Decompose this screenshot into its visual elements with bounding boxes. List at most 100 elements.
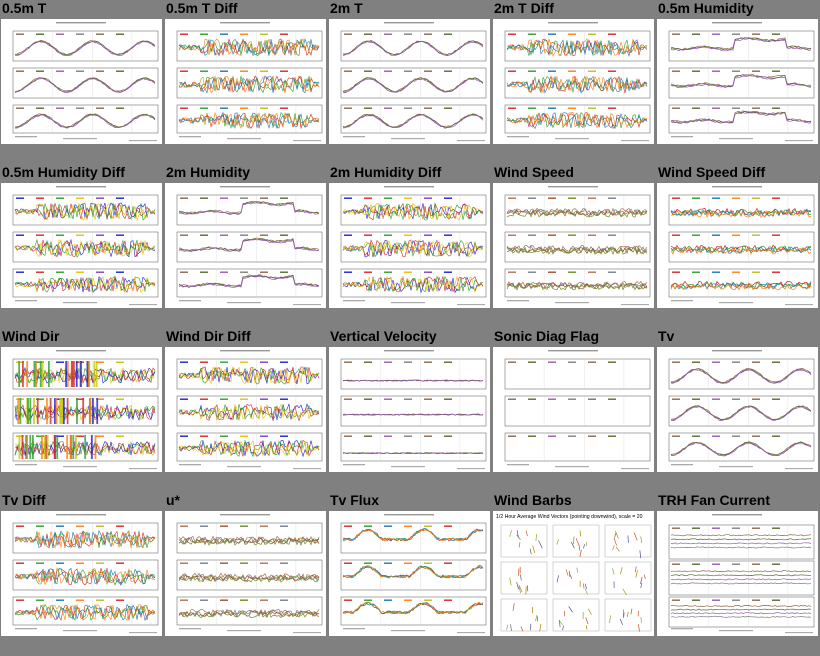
legend-entry [56,562,64,564]
wind-dir-band [86,361,89,387]
legend-entry [568,435,576,437]
plot-cell[interactable]: 2m T [328,0,492,164]
plot-footer-text [785,468,813,470]
plot-thumbnail[interactable] [329,183,490,308]
plot-cell[interactable]: Wind Speed Diff [656,164,820,328]
plot-thumbnail[interactable] [165,511,326,636]
series-line [178,75,320,94]
series-line [178,439,320,457]
legend-entry [424,197,432,199]
plot-thumbnail[interactable] [1,19,162,144]
legend-entry [344,525,352,527]
legend-entry [260,197,268,199]
plot-thumbnail[interactable] [493,347,654,472]
plot-thumbnail[interactable] [1,347,162,472]
plot-title: Wind Barbs [494,492,572,508]
series-line [14,202,156,222]
plot-cell[interactable]: Tv Diff [0,492,164,656]
plot-header-text [220,350,270,352]
plot-thumbnail[interactable] [657,511,818,636]
plot-thumbnail[interactable] [657,347,818,472]
series-line [342,203,484,220]
wind-barb [639,550,642,559]
plot-axis-caption [63,630,97,632]
plot-cell[interactable]: Sonic Diag Flag [492,328,656,492]
plot-cell[interactable]: Tv [656,328,820,492]
legend-entry [608,107,616,109]
legend-entry [548,435,556,437]
plot-header-text [384,186,434,188]
plot-cell[interactable]: Wind Dir [0,328,164,492]
wind-barb [614,533,617,538]
plot-header-text [548,22,598,24]
plot-cell[interactable]: u* [164,492,328,656]
plot-cell[interactable]: 2m Humidity Diff [328,164,492,328]
plot-cell[interactable]: Wind Dir Diff [164,328,328,492]
plot-thumbnail[interactable] [1,511,162,636]
plot-footer-text [671,136,693,138]
legend-entry [344,70,352,72]
plot-thumbnail[interactable] [1,183,162,308]
plot-thumbnail[interactable] [165,183,326,308]
legend-entry [772,107,780,109]
series-line [342,41,484,57]
plot-thumbnail[interactable] [657,19,818,144]
legend-entry [280,33,288,35]
legend-entry [528,271,536,273]
series-line [178,574,320,582]
series-line [507,75,648,94]
plot-thumbnail[interactable] [493,19,654,144]
legend-entry [96,70,104,72]
plot-cell[interactable]: 0.5m Humidity [656,0,820,164]
series-line [178,609,320,618]
plot-cell[interactable]: Vertical Velocity [328,328,492,492]
legend-entry [424,271,432,273]
legend-entry [96,234,104,236]
wind-barb [525,530,528,537]
plot-cell[interactable]: Wind Barbs 1/2 Hour Average Wind Vectors … [492,492,656,656]
wind-dir-band [71,361,73,387]
plot-thumbnail[interactable] [165,19,326,144]
plot-image [176,514,323,634]
subplot-frame [504,30,651,62]
plot-cell[interactable]: Wind Speed [492,164,656,328]
plot-thumbnail[interactable] [657,183,818,308]
plot-header-text [712,22,762,24]
wind-barb [585,617,589,625]
series-line [342,202,484,221]
legend-entry [76,599,84,601]
plot-thumbnail[interactable] [329,19,490,144]
subplot-frame [176,432,323,462]
plot-cell[interactable]: 2m Humidity [164,164,328,328]
plot-cell[interactable]: 0.5m Humidity Diff [0,164,164,328]
plot-cell[interactable]: 0.5m T Diff [164,0,328,164]
legend-entry [260,562,268,564]
plot-footer-text [785,304,813,306]
plot-footer-text [457,304,485,306]
plot-thumbnail[interactable] [165,347,326,472]
plot-thumbnail[interactable]: 1/2 Hour Average Wind Vectors (pointing … [493,511,654,636]
plot-cell[interactable]: 2m T Diff [492,0,656,164]
legend-entry [96,107,104,109]
plot-footer-text [785,632,813,634]
series-line [342,114,484,129]
legend-entry [384,361,392,363]
plot-cell[interactable]: TRH Fan Current [656,492,820,656]
legend-entry [568,398,576,400]
legend-entry [712,435,720,437]
wind-dir-band [43,435,46,459]
plot-cell[interactable]: 0.5m T [0,0,164,164]
wind-dir-band [65,361,67,387]
legend-entry [280,398,288,400]
plot-thumbnail[interactable] [329,347,490,472]
wind-dir-band [94,435,97,459]
wind-barb [575,538,580,546]
wind-barb [612,545,615,550]
plot-footer-text [15,628,37,630]
legend-entry [260,234,268,236]
plot-thumbnail[interactable] [493,183,654,308]
plot-axis-caption [227,466,261,468]
plot-cell[interactable]: Tv Flux [328,492,492,656]
series-line [178,111,320,129]
plot-thumbnail[interactable] [329,511,490,636]
